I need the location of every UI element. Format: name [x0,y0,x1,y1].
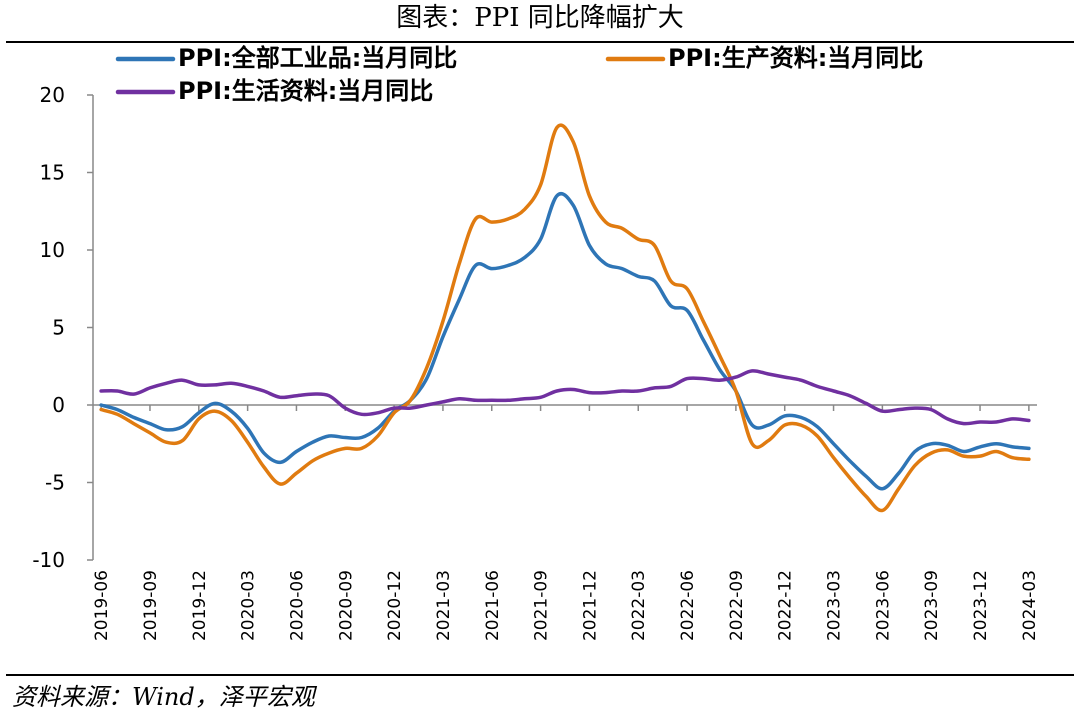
legend-label: PPI:全部工业品:当月同比 [178,44,457,72]
top-rule [6,41,1074,43]
series-line-living-materials [99,369,1031,426]
x-tick-label: 2022-06 [678,570,698,641]
y-tick-label: 0 [52,393,65,417]
x-tick-label: 2022-12 [776,570,796,641]
y-tick-label: 20 [40,83,65,107]
x-tick-label: 2019-12 [190,570,210,641]
legend: PPI:全部工业品:当月同比 PPI:生产资料:当月同比 PPI:生活资料:当月同比 [115,44,923,105]
x-tick-label: 2020-06 [287,570,307,641]
x-tick-label: 2019-06 [92,570,112,641]
x-tick-label: 2021-03 [434,570,454,641]
series-group [99,123,1031,513]
source-note: 资料来源：Wind，泽平宏观 [12,683,315,711]
chart-title: 图表：PPI 同比降幅扩大 [396,3,684,33]
x-tick-label: 2020-03 [239,570,259,641]
x-tick-label: 2021-12 [580,570,600,641]
y-tick-label: -10 [32,548,65,572]
x-tick-label: 2022-03 [629,570,649,641]
series-line-production-materials [99,123,1031,513]
x-tick-label: 2021-09 [532,570,552,641]
chart-svg: -10 -5 0 5 10 15 20 2019-06 2019-09 2019-12 2020-0… [32,44,1040,641]
x-tick-label: 2020-09 [336,570,356,641]
x-tick-label: 2023-09 [922,570,942,641]
y-tick-label: 5 [52,316,65,340]
x-tick-label: 2021-06 [483,570,503,641]
x-tick-label: 2023-06 [873,570,893,641]
y-tick-label: -5 [45,471,65,495]
x-tick-label: 2023-03 [825,570,845,641]
y-tick-label: 10 [40,238,65,262]
axes: -10 -5 0 5 10 15 20 2019-06 2019-09 2019-12 2020-0… [32,83,1040,641]
x-tick-label: 2020-12 [385,570,405,641]
bottom-rule [6,674,1074,676]
x-tick-label: 2022-09 [727,570,747,641]
x-tick-label: 2023-12 [971,570,991,641]
legend-label: PPI:生产资料:当月同比 [668,44,923,72]
legend-label: PPI:生活资料:当月同比 [178,77,433,105]
series-line-all-industrial [99,191,1031,491]
x-tick-label: 2024-03 [1020,570,1040,641]
x-tick-label: 2019-09 [141,570,161,641]
y-tick-label: 15 [40,161,65,185]
